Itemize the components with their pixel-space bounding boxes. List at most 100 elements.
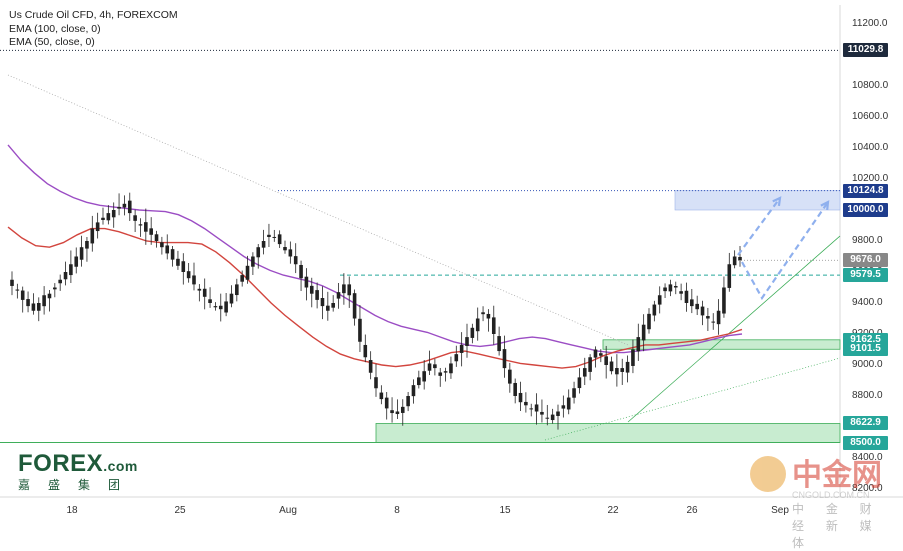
candle-body [331, 303, 335, 308]
candle-body [550, 414, 555, 421]
candle-body [101, 217, 105, 220]
candle-body [524, 401, 528, 406]
y-tick-label: 11200.0 [852, 18, 888, 29]
watermark-url: CNGOLD.COM.CN [792, 490, 870, 500]
candle-body [149, 228, 153, 235]
candle-body [481, 312, 485, 315]
candle-body [186, 271, 191, 279]
candle-body [502, 349, 507, 369]
uptrend-line-lower [544, 357, 841, 441]
projection-arrow-1-head [772, 196, 782, 207]
watermark-emblem-icon [750, 456, 786, 492]
candle-body [465, 337, 469, 346]
price-chart[interactable] [0, 0, 903, 528]
candle-body [572, 388, 576, 398]
candle-body [406, 396, 410, 407]
candle-body [352, 293, 357, 319]
x-tick-label: Aug [279, 505, 297, 516]
projection-arrow-2-head [820, 200, 830, 211]
candle-body [647, 313, 651, 330]
candle-body [208, 299, 212, 303]
candle-body [400, 406, 405, 413]
candle-body [636, 337, 641, 352]
candle-body [491, 317, 496, 334]
candle-body [727, 264, 732, 288]
candle-body [256, 247, 261, 258]
resistance-zone [674, 190, 841, 211]
candle-body [218, 305, 223, 310]
candle-body [283, 247, 287, 251]
candle-body [588, 357, 592, 372]
candle-body [181, 261, 186, 272]
candle-body [36, 303, 41, 311]
uptrend-line-steep [709, 235, 841, 351]
candle-body [427, 363, 432, 371]
candle-body [240, 275, 244, 282]
candle-body [711, 321, 716, 323]
candle-body [599, 353, 603, 356]
candle-body [593, 349, 598, 358]
candle-body [133, 215, 137, 221]
candle-body [138, 224, 143, 226]
support-zone-lower [375, 423, 841, 443]
candle-body [422, 371, 426, 382]
candle-body [347, 284, 352, 296]
candle-body [272, 236, 277, 238]
candle-body [85, 241, 89, 249]
candle-body [620, 368, 625, 372]
candle-body [561, 405, 566, 409]
x-tick-label: Sep [771, 505, 789, 516]
candle-body [604, 356, 608, 365]
candle-body [695, 303, 699, 310]
candle-body [170, 249, 175, 260]
candle-body [304, 276, 309, 288]
y-tick-label: 9400.0 [852, 297, 883, 308]
candle-body [508, 369, 512, 384]
y-tick-label: 10800.0 [852, 80, 889, 91]
candle-body [631, 349, 635, 366]
candle-body [53, 287, 57, 290]
legend-ema50: EMA (50, close, 0) [9, 36, 95, 48]
candle-body [433, 364, 437, 369]
candle-body [615, 368, 619, 375]
candle-body [486, 313, 491, 319]
candle-body [315, 290, 319, 300]
candle-body [299, 264, 303, 279]
candle-body [176, 258, 180, 266]
candle-body [63, 272, 68, 280]
candle-body [454, 354, 459, 362]
candle-body [229, 293, 234, 304]
candle-body [625, 361, 630, 373]
legend-ema100: EMA (100, close, 0) [9, 22, 101, 35]
candle-body [716, 310, 721, 325]
x-tick-label: 15 [499, 505, 511, 516]
candle-body [679, 291, 683, 294]
candle-body [224, 301, 228, 313]
candle-body [277, 234, 282, 245]
candle-body [160, 242, 164, 248]
candle-body [668, 284, 673, 292]
candle-body [95, 222, 100, 232]
price-tag: 10124.8 [843, 183, 888, 198]
candle-body [475, 318, 480, 332]
candle-body [395, 411, 400, 415]
candle-body [738, 256, 742, 261]
candle-body [106, 213, 111, 221]
y-tick-label: 8800.0 [852, 390, 883, 401]
candle-body [326, 305, 330, 311]
candle-body [358, 318, 362, 342]
candle-body [111, 210, 116, 218]
y-tick-label: 9000.0 [852, 359, 883, 370]
x-tick-label: 18 [66, 505, 78, 516]
candle-body [213, 306, 218, 308]
candle-body [165, 245, 170, 254]
candle-body [363, 344, 368, 358]
candle-body [384, 397, 389, 409]
candle-body [69, 264, 73, 276]
candle-body [127, 200, 132, 214]
y-tick-label: 10400.0 [852, 142, 889, 153]
price-tag: 9676.0 [843, 253, 888, 268]
candle-body [663, 287, 667, 292]
candle-body [443, 371, 448, 373]
price-tag: 9579.5 [843, 268, 888, 283]
